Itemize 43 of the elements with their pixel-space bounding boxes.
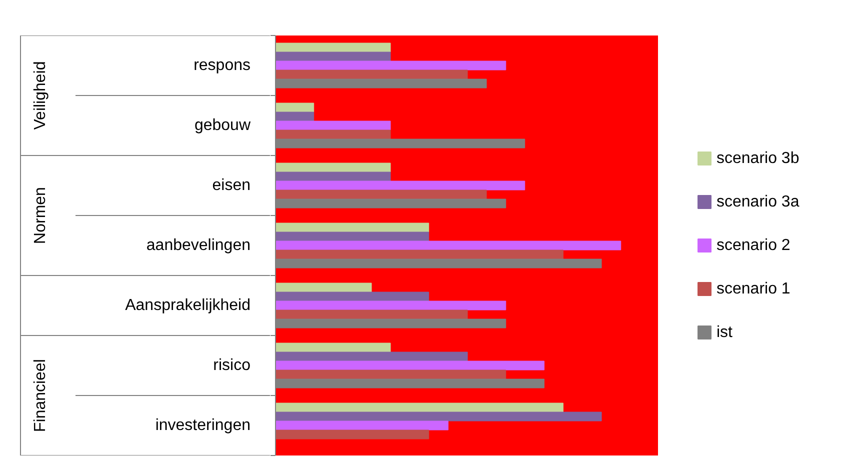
- bar: [276, 60, 506, 70]
- bar: [276, 130, 391, 140]
- bar: [276, 162, 391, 172]
- bar: [276, 402, 564, 412]
- bar: [276, 180, 526, 190]
- bar: [276, 282, 372, 292]
- text: Veiligheid: [32, 61, 49, 130]
- bar: [276, 112, 314, 122]
- bar: [276, 102, 314, 112]
- bar: [276, 420, 448, 430]
- bar: [276, 300, 506, 310]
- y-tick-label: gebouw: [194, 117, 251, 134]
- bar: [276, 42, 391, 52]
- bar: [276, 412, 602, 422]
- y-tick-label: aanbevelingen: [146, 237, 250, 254]
- bar: [276, 222, 430, 232]
- bar: [276, 310, 468, 320]
- bar: [276, 70, 468, 80]
- legend-label: scenario 1: [716, 280, 790, 298]
- y-tick-label: Aansprakelijkheid: [125, 297, 250, 314]
- legend-label: scenario 3b: [716, 150, 800, 167]
- y-tick-label: respons: [194, 57, 250, 74]
- bar: [276, 370, 506, 380]
- bar: [276, 342, 391, 352]
- bar: [276, 292, 430, 302]
- bar: [276, 240, 622, 250]
- bar: [276, 172, 391, 182]
- y-tick-label: risico: [213, 357, 251, 374]
- y-tick-label: investeringen: [155, 417, 250, 434]
- bar: [276, 250, 564, 260]
- text: Normen: [32, 187, 49, 244]
- bar: [276, 430, 430, 440]
- bar: [276, 52, 391, 62]
- bar: [276, 352, 468, 362]
- bar: [276, 120, 391, 130]
- legend-label: scenario 2: [716, 237, 790, 254]
- y-tick-label: eisen: [212, 177, 250, 194]
- bar: [276, 190, 487, 200]
- bar: [276, 360, 544, 370]
- text: Financieel: [32, 359, 49, 432]
- legend-label: ist: [716, 324, 734, 341]
- bar: [276, 232, 430, 242]
- legend-label: scenario 3a: [716, 194, 800, 210]
